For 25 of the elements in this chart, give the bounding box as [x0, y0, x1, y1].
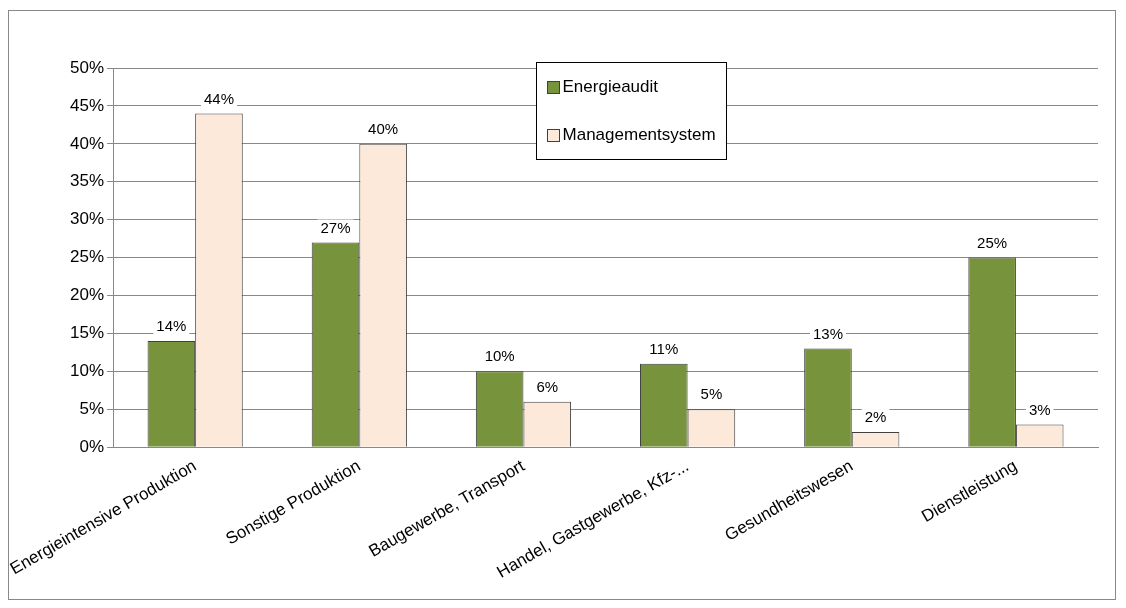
- data-label: 13%: [812, 324, 843, 342]
- data-label: 44%: [203, 89, 234, 107]
- data-label: 14%: [156, 317, 187, 335]
- data-label: 11%: [649, 339, 679, 357]
- legend-label: Managementsystem: [562, 125, 716, 145]
- data-label: 2%: [864, 408, 887, 426]
- data-label: 5%: [700, 385, 723, 403]
- y-tick-label: 5%: [79, 398, 105, 418]
- data-label: 25%: [977, 233, 1008, 251]
- y-tick-label: 45%: [70, 95, 105, 115]
- data-label: 3%: [1028, 400, 1051, 418]
- data-label: 6%: [536, 377, 559, 395]
- y-tick-label: 30%: [70, 209, 105, 229]
- y-tick-label: 25%: [70, 247, 105, 267]
- y-tick-label: 20%: [70, 285, 105, 305]
- legend-label: Energieaudit: [562, 77, 658, 97]
- y-tick-label: 40%: [70, 133, 105, 153]
- data-label: 27%: [320, 218, 351, 236]
- y-tick-label: 35%: [70, 171, 105, 191]
- y-tick-label: 50%: [70, 57, 105, 77]
- data-label: 10%: [484, 347, 515, 365]
- y-tick-label: 15%: [70, 323, 105, 343]
- y-tick-label: 10%: [70, 361, 105, 381]
- data-label: 40%: [368, 119, 399, 137]
- y-tick-label: 0%: [79, 436, 105, 456]
